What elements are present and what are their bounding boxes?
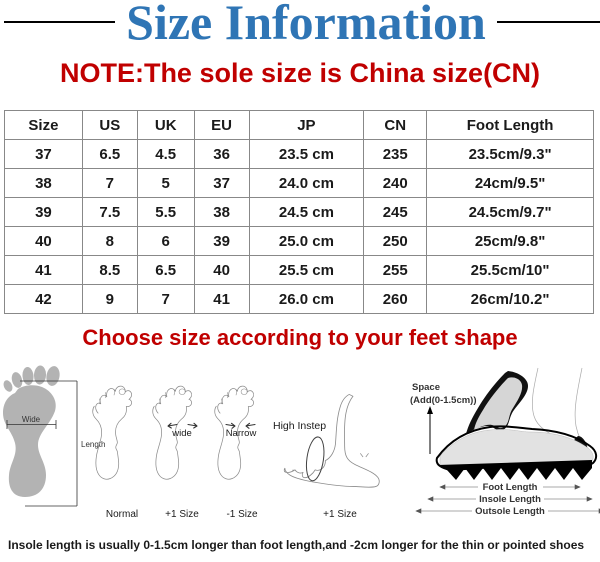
svg-text:-1 Size: -1 Size xyxy=(226,509,258,520)
svg-text:High Instep: High Instep xyxy=(273,420,326,432)
svg-text:+1 Size: +1 Size xyxy=(323,509,357,520)
svg-text:+1 Size: +1 Size xyxy=(165,509,199,520)
svg-text:Length: Length xyxy=(81,440,105,449)
svg-text:Wide: Wide xyxy=(22,415,41,424)
svg-text:Normal: Normal xyxy=(106,509,138,520)
svg-text:wide: wide xyxy=(171,428,192,439)
svg-text:Space: Space xyxy=(412,382,440,393)
svg-text:Insole Length: Insole Length xyxy=(479,494,541,505)
svg-text:Foot Length: Foot Length xyxy=(483,482,538,493)
svg-text:(Add(0-1.5cm)): (Add(0-1.5cm)) xyxy=(410,395,477,406)
svg-text:Outsole Length: Outsole Length xyxy=(475,506,545,517)
svg-text:Narrow: Narrow xyxy=(226,428,257,439)
